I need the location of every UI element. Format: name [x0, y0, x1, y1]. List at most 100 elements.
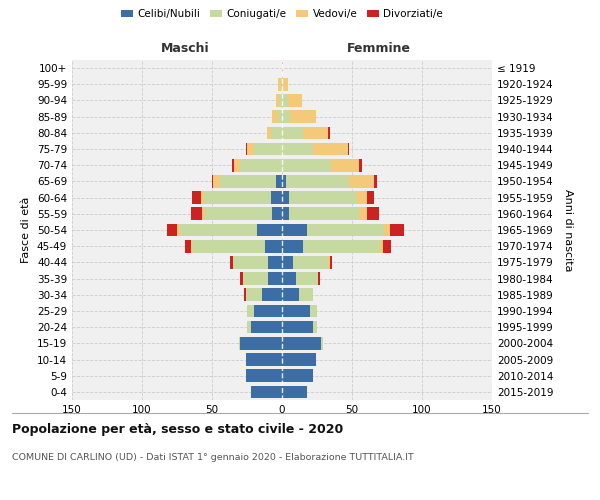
Bar [272, 110, 278, 123]
Bar [374, 175, 377, 188]
Bar [289, 192, 356, 204]
Bar [245, 370, 282, 382]
Bar [359, 159, 362, 172]
Bar [254, 304, 282, 318]
Bar [293, 256, 328, 268]
Bar [282, 386, 307, 398]
Bar [278, 78, 281, 90]
Bar [282, 192, 289, 204]
Bar [203, 192, 271, 204]
Bar [303, 126, 328, 139]
Bar [245, 353, 282, 366]
Bar [328, 126, 329, 139]
Bar [230, 256, 233, 268]
Bar [286, 175, 349, 188]
Bar [180, 224, 257, 236]
Bar [282, 62, 283, 74]
Bar [282, 272, 296, 285]
Bar [282, 353, 316, 366]
Bar [289, 208, 359, 220]
Bar [205, 208, 272, 220]
Bar [282, 208, 289, 220]
Bar [282, 94, 287, 107]
Bar [331, 159, 359, 172]
Bar [247, 142, 254, 156]
Bar [328, 256, 329, 268]
Text: Maschi: Maschi [161, 42, 210, 55]
Bar [235, 159, 240, 172]
Bar [233, 256, 268, 268]
Bar [268, 256, 282, 268]
Bar [191, 240, 193, 252]
Bar [313, 321, 317, 334]
Bar [367, 192, 374, 204]
Bar [202, 208, 205, 220]
Bar [193, 192, 201, 204]
Bar [201, 192, 203, 204]
Bar [281, 78, 282, 90]
Bar [303, 240, 380, 252]
Bar [167, 224, 177, 236]
Y-axis label: Fasce di età: Fasce di età [22, 197, 31, 263]
Bar [390, 224, 404, 236]
Bar [244, 288, 245, 301]
Bar [220, 175, 277, 188]
Bar [383, 240, 391, 252]
Bar [367, 208, 379, 220]
Text: Femmine: Femmine [347, 42, 410, 55]
Text: Popolazione per età, sesso e stato civile - 2020: Popolazione per età, sesso e stato civil… [12, 422, 343, 436]
Bar [282, 370, 313, 382]
Bar [278, 110, 282, 123]
Bar [321, 337, 323, 349]
Bar [380, 240, 383, 252]
Bar [268, 272, 282, 285]
Bar [251, 321, 282, 334]
Bar [240, 159, 282, 172]
Bar [265, 240, 282, 252]
Bar [282, 321, 313, 334]
Bar [310, 304, 317, 318]
Bar [282, 256, 293, 268]
Bar [282, 110, 290, 123]
Bar [282, 224, 307, 236]
Bar [193, 240, 265, 252]
Bar [257, 224, 282, 236]
Bar [277, 175, 282, 188]
Bar [212, 175, 214, 188]
Bar [348, 142, 349, 156]
Bar [245, 142, 247, 156]
Bar [243, 272, 268, 285]
Bar [349, 175, 374, 188]
Legend: Celibi/Nubili, Coniugati/e, Vedovi/e, Divorziati/e: Celibi/Nubili, Coniugati/e, Vedovi/e, Di… [117, 5, 447, 24]
Bar [247, 321, 251, 334]
Bar [271, 192, 282, 204]
Bar [271, 126, 282, 139]
Bar [307, 224, 384, 236]
Bar [313, 142, 348, 156]
Bar [245, 288, 262, 301]
Bar [251, 386, 282, 398]
Bar [359, 208, 367, 220]
Bar [356, 192, 367, 204]
Bar [232, 159, 235, 172]
Bar [287, 94, 302, 107]
Bar [177, 224, 180, 236]
Bar [282, 142, 313, 156]
Bar [319, 272, 320, 285]
Bar [384, 224, 390, 236]
Bar [272, 208, 282, 220]
Bar [282, 175, 286, 188]
Text: COMUNE DI CARLINO (UD) - Dati ISTAT 1° gennaio 2020 - Elaborazione TUTTITALIA.IT: COMUNE DI CARLINO (UD) - Dati ISTAT 1° g… [12, 452, 414, 462]
Y-axis label: Anni di nascita: Anni di nascita [563, 188, 573, 271]
Bar [247, 304, 254, 318]
Bar [214, 175, 220, 188]
Bar [282, 159, 331, 172]
Bar [329, 256, 332, 268]
Bar [277, 94, 279, 107]
Bar [262, 288, 282, 301]
Bar [282, 240, 303, 252]
Bar [239, 337, 240, 349]
Bar [266, 126, 271, 139]
Bar [282, 126, 303, 139]
Bar [296, 272, 319, 285]
